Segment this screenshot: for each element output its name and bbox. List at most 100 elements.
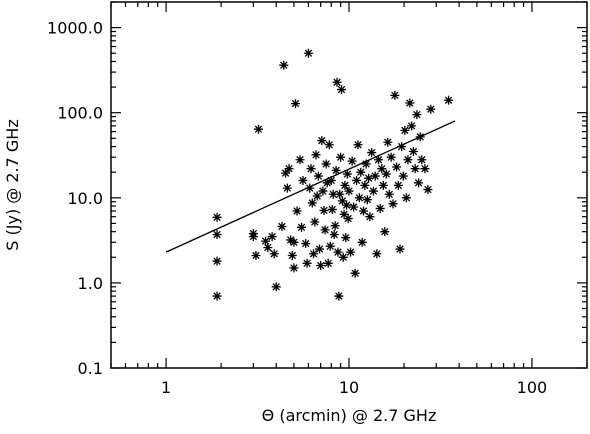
data-point [313, 171, 323, 181]
data-point [414, 178, 424, 188]
data-point [346, 247, 356, 257]
data-point [361, 159, 371, 169]
data-point [340, 180, 350, 190]
data-point [309, 249, 319, 259]
x-tick-label: 1 [161, 378, 171, 397]
data-point [281, 168, 291, 178]
data-point [403, 155, 413, 165]
y-tick-label: 1.0 [78, 274, 103, 293]
data-point [410, 164, 420, 174]
y-tick-label: 100.0 [57, 104, 103, 123]
data-point [337, 196, 347, 206]
data-point [390, 90, 400, 100]
data-point [253, 124, 263, 134]
data-point [342, 169, 352, 179]
data-point [307, 198, 317, 208]
data-point [326, 175, 336, 185]
axis-tick-labels: 1 10 100 0.1 1.0 10.0 100.0 1000.0 [47, 19, 547, 397]
data-point [378, 180, 388, 190]
data-point [417, 155, 427, 165]
data-point [337, 85, 347, 95]
data-point [248, 232, 258, 242]
data-point [325, 241, 335, 251]
data-point [212, 256, 222, 266]
data-point [279, 60, 289, 70]
fit-line [165, 120, 456, 253]
data-point [420, 164, 430, 174]
data-point [412, 110, 422, 120]
data-point [289, 237, 299, 247]
data-point [408, 147, 418, 157]
data-point [358, 206, 368, 216]
data-point [423, 185, 433, 195]
data-point [318, 186, 328, 196]
data-point [261, 236, 271, 246]
data-point [312, 191, 322, 201]
data-point [277, 222, 287, 232]
data-point [352, 175, 362, 185]
data-point [335, 189, 345, 199]
data-point [364, 173, 374, 183]
data-point [407, 121, 417, 131]
y-tick-label: 1000.0 [47, 19, 103, 38]
data-point [322, 178, 332, 188]
data-point [321, 159, 331, 169]
data-point [342, 200, 352, 210]
data-point [354, 193, 364, 203]
data-point [315, 244, 325, 254]
data-point [338, 252, 348, 262]
data-point [375, 203, 385, 213]
data-point [341, 233, 351, 243]
data-point [392, 162, 402, 172]
data-point [311, 150, 321, 160]
data-point [344, 186, 354, 196]
data-point [334, 291, 344, 301]
data-point [332, 77, 342, 87]
data-point [317, 136, 327, 146]
data-point [329, 230, 339, 240]
data-point [282, 183, 292, 193]
data-point [365, 212, 375, 222]
data-point [269, 249, 279, 259]
y-tick-label: 10.0 [67, 189, 103, 208]
data-point [353, 140, 363, 150]
data-point [339, 209, 349, 219]
data-point [395, 244, 405, 254]
data-point [333, 247, 343, 257]
data-point [212, 212, 222, 222]
data-point [383, 137, 393, 147]
data-point [298, 175, 308, 185]
data-point [386, 152, 396, 162]
data-point [372, 249, 382, 259]
data-point [320, 225, 330, 235]
data-point [284, 164, 294, 174]
data-point [374, 155, 384, 165]
data-point [444, 95, 454, 105]
data-point [381, 169, 391, 179]
data-point [301, 239, 311, 249]
data-point [306, 164, 316, 174]
data-point [291, 99, 301, 109]
data-point [368, 186, 378, 196]
x-axis-label: Θ (arcmin) @ 2.7 GHz [262, 406, 437, 425]
data-point [380, 227, 390, 237]
data-point [400, 125, 410, 135]
x-tick-label: 10 [339, 378, 359, 397]
axis-ticks [110, 1, 588, 369]
data-point [330, 221, 340, 231]
data-point [398, 171, 408, 181]
y-axis-label: S (Jy) @ 2.7 GHz [3, 119, 22, 250]
data-point [212, 291, 222, 301]
data-point [292, 206, 302, 216]
data-point [316, 261, 326, 271]
data-point [295, 155, 305, 165]
data-points [212, 48, 454, 301]
x-tick-label: 100 [517, 378, 548, 397]
data-point [426, 104, 436, 114]
data-point [303, 48, 313, 58]
data-point [377, 164, 387, 174]
data-point [324, 140, 334, 150]
data-point [251, 250, 261, 260]
data-point [336, 152, 346, 162]
